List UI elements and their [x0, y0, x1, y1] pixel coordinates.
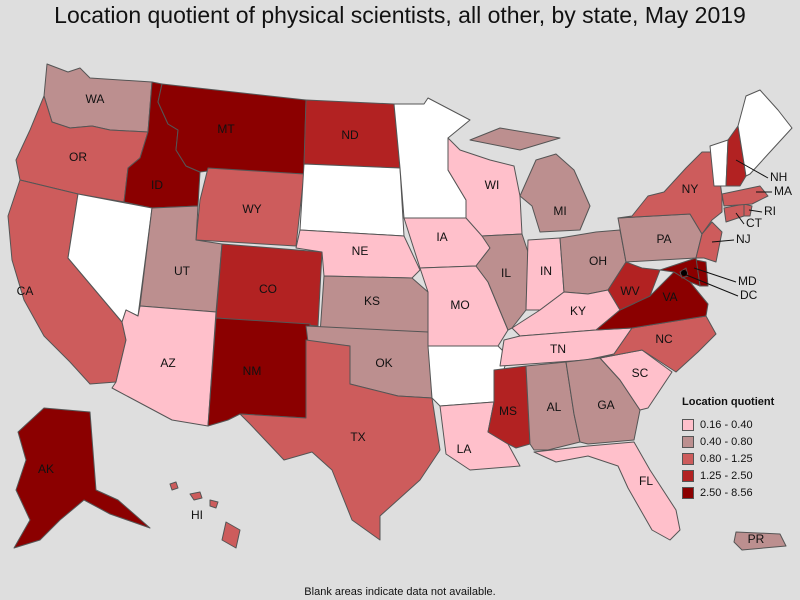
state-label-dc: DC: [740, 288, 758, 302]
state-tx: [239, 339, 441, 541]
leader-line-ri: [748, 209, 763, 213]
state-label-ca: CA: [17, 284, 34, 298]
legend-label: 1.25 - 2.50: [700, 469, 753, 482]
state-ak: [13, 407, 151, 549]
state-label-md: MD: [738, 274, 757, 288]
state-label-ky: KY: [570, 304, 586, 318]
state-label-ut: UT: [174, 264, 191, 278]
state-label-mt: MT: [217, 122, 235, 136]
state-me: [737, 89, 793, 177]
legend-swatch: [682, 452, 694, 465]
state-label-ga: GA: [597, 398, 614, 412]
legend-item: 2.50 - 8.56: [682, 484, 800, 501]
state-nh: [725, 125, 747, 187]
state-label-ak: AK: [38, 462, 54, 476]
state-label-pr: PR: [748, 532, 765, 546]
state-label-wa: WA: [86, 92, 105, 106]
state-label-in: IN: [540, 264, 552, 278]
state-wv: [607, 261, 661, 311]
legend-item: 0.80 - 1.25: [682, 450, 800, 467]
state-label-il: IL: [501, 266, 511, 280]
state-label-co: CO: [259, 282, 277, 296]
state-label-wv: WV: [620, 284, 639, 298]
state-label-ks: KS: [364, 294, 380, 308]
legend-label: 0.16 - 0.40: [700, 418, 753, 431]
state-label-ne: NE: [352, 244, 369, 258]
leader-line-nh: [735, 159, 769, 179]
legend-swatch: [682, 418, 694, 431]
legend-label: 0.80 - 1.25: [700, 452, 753, 465]
state-label-ri: RI: [764, 204, 776, 218]
state-label-mo: MO: [450, 298, 469, 312]
state-label-nm: NM: [243, 364, 262, 378]
legend-label: 0.40 - 0.80: [700, 435, 753, 448]
state-fl: [533, 441, 681, 541]
state-label-nc: NC: [655, 332, 673, 346]
state-label-hi: HI: [191, 508, 203, 522]
state-label-oh: OH: [589, 254, 607, 268]
state-label-ct: CT: [746, 216, 763, 230]
state-label-pa: PA: [656, 232, 671, 246]
state-label-mi: MI: [553, 204, 566, 218]
legend: Location quotient 0.16 - 0.40 0.40 - 0.80…: [682, 396, 800, 501]
legend-label: 2.50 - 8.56: [700, 486, 753, 499]
state-label-nj: NJ: [736, 232, 751, 246]
legend-item: 0.40 - 0.80: [682, 433, 800, 450]
state-label-la: LA: [457, 442, 472, 456]
state-label-ny: NY: [682, 182, 699, 196]
dc-marker: [681, 270, 687, 276]
state-co: [215, 243, 323, 327]
state-ri: [743, 203, 753, 217]
state-label-or: OR: [69, 150, 87, 164]
state-hi: [169, 481, 241, 549]
legend-item: 1.25 - 2.50: [682, 467, 800, 484]
legend-swatch: [682, 486, 694, 499]
state-label-nh: NH: [770, 170, 787, 184]
state-label-va: VA: [662, 290, 677, 304]
state-sd: [299, 163, 405, 237]
footnote: Blank areas indicate data not available.: [304, 586, 496, 598]
state-label-ma: MA: [774, 184, 792, 198]
leader-line-dc: [683, 273, 739, 297]
state-ma: [721, 185, 769, 207]
state-label-wy: WY: [242, 202, 261, 216]
state-label-tn: TN: [550, 342, 566, 356]
state-label-id: ID: [151, 178, 163, 192]
legend-swatch: [682, 435, 694, 448]
state-label-ia: IA: [436, 230, 447, 244]
state-label-fl: FL: [639, 474, 653, 488]
leader-line-nj: [711, 239, 735, 243]
legend-swatch: [682, 469, 694, 482]
state-mi: [469, 127, 591, 233]
state-il: [475, 233, 529, 331]
leader-line-ct: [735, 212, 745, 225]
state-label-az: AZ: [160, 356, 175, 370]
state-label-nd: ND: [341, 128, 359, 142]
state-pr: [733, 531, 787, 551]
legend-title: Location quotient: [682, 396, 775, 408]
state-label-tx: TX: [350, 430, 365, 444]
map-title: Location quotient of physical scientists…: [54, 2, 746, 28]
state-label-wi: WI: [485, 178, 500, 192]
legend-item: 0.16 - 0.40: [682, 416, 800, 433]
leader-line-md: [693, 267, 737, 283]
state-label-al: AL: [547, 400, 562, 414]
state-wy: [195, 167, 305, 247]
state-label-sc: SC: [632, 366, 649, 380]
state-label-ok: OK: [375, 356, 392, 370]
state-label-ms: MS: [499, 404, 517, 418]
